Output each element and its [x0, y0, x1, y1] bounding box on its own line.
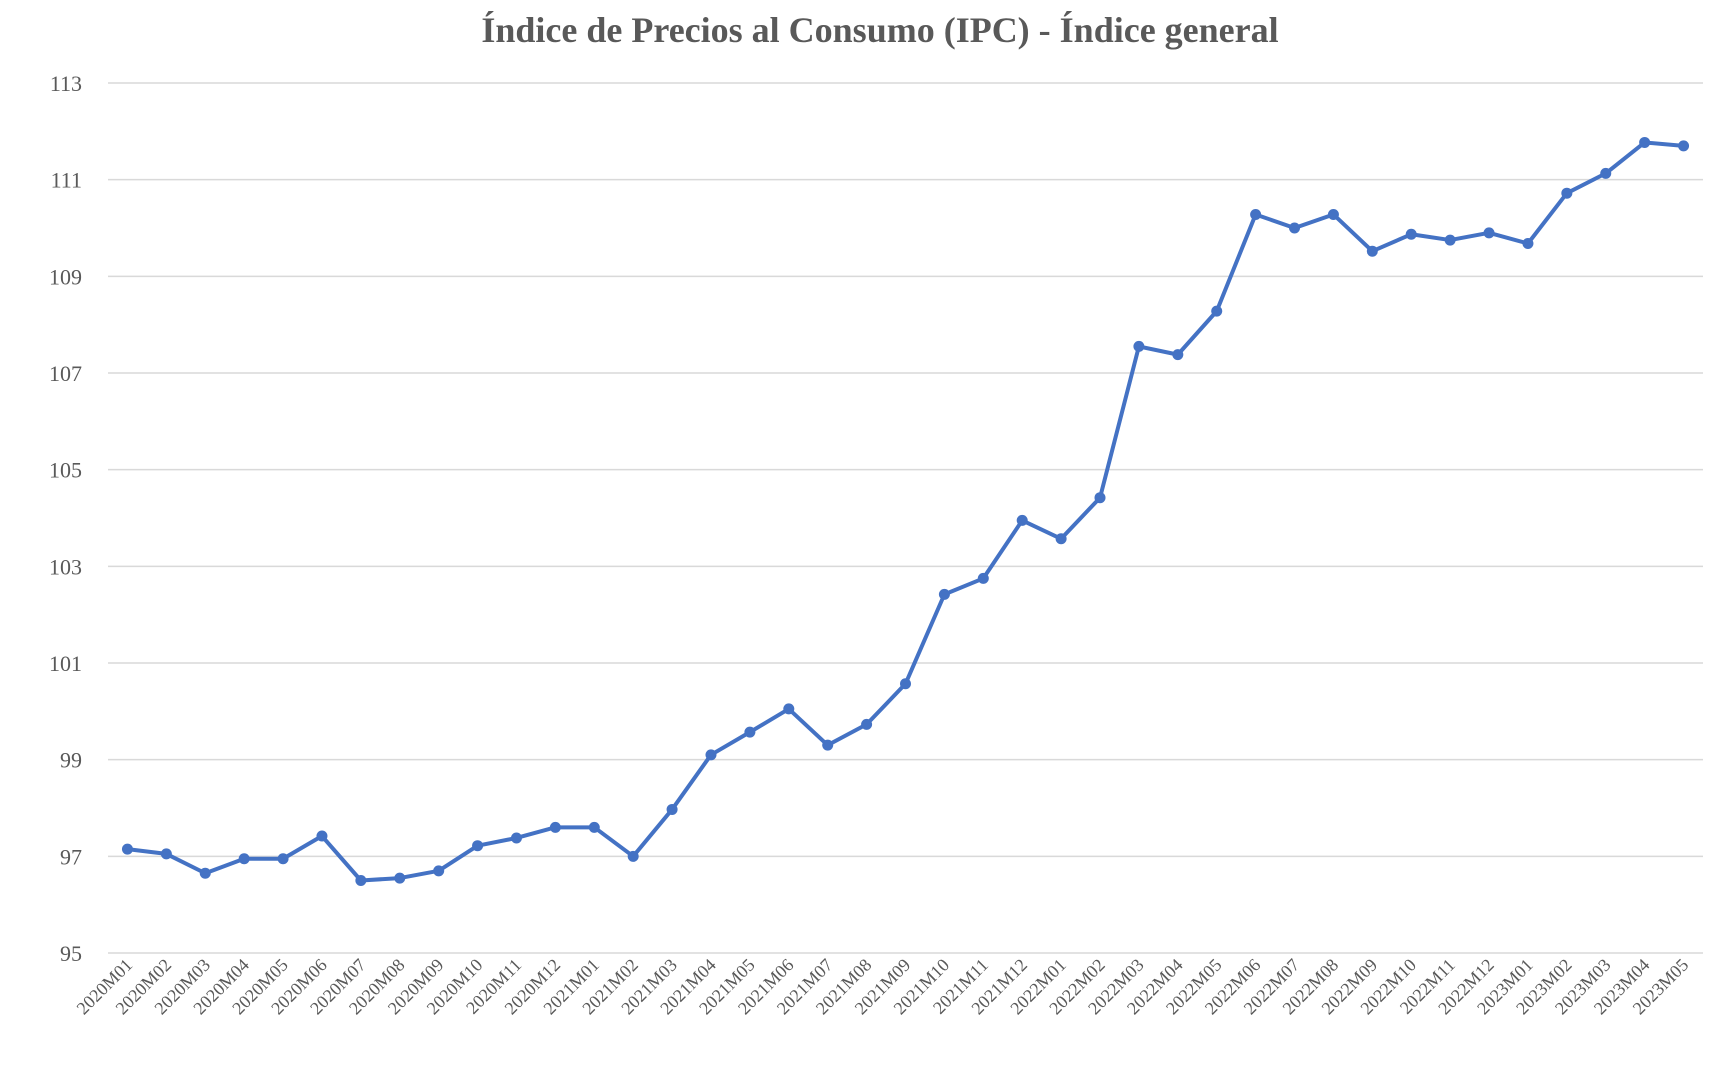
data-point — [1483, 227, 1495, 239]
data-point — [627, 850, 639, 862]
data-point — [160, 848, 172, 860]
data-point — [1639, 136, 1651, 148]
data-point — [861, 718, 873, 730]
data-point — [433, 865, 445, 877]
data-point — [938, 588, 950, 600]
y-tick-label: 109 — [49, 264, 82, 289]
data-point — [1561, 187, 1573, 199]
y-tick-label: 95 — [60, 941, 82, 966]
data-point — [1211, 305, 1223, 317]
data-point — [199, 867, 211, 879]
y-tick-label: 107 — [49, 361, 82, 386]
data-point — [394, 872, 406, 884]
data-point — [1600, 167, 1612, 179]
y-axis-ticks: 95 97 99 101 103 105 107 109 111 113 — [49, 71, 82, 966]
data-point — [1172, 349, 1184, 361]
data-point — [1444, 234, 1456, 246]
y-tick-label: 97 — [60, 844, 82, 869]
data-point — [277, 853, 289, 865]
data-point — [355, 875, 367, 886]
data-point — [1016, 514, 1028, 526]
data-point — [977, 572, 989, 584]
data-points — [121, 136, 1690, 886]
data-point — [1327, 208, 1339, 220]
data-point — [510, 832, 522, 844]
data-point — [783, 703, 795, 715]
data-point — [238, 853, 250, 865]
data-point — [316, 830, 328, 842]
data-point — [1250, 208, 1262, 220]
data-point — [588, 821, 600, 833]
x-axis-ticks: 2020M012020M022020M032020M042020M052020M… — [73, 955, 1693, 1019]
data-point — [666, 803, 678, 815]
data-point — [1678, 140, 1690, 152]
y-tick-label: 99 — [60, 748, 82, 773]
data-point — [1366, 245, 1378, 257]
data-point — [1055, 533, 1067, 545]
data-point — [1133, 340, 1145, 352]
y-tick-label: 105 — [49, 458, 82, 483]
data-point — [1522, 237, 1534, 249]
data-point — [822, 739, 834, 751]
data-point — [121, 843, 133, 855]
y-tick-label: 113 — [50, 71, 82, 96]
series-line — [125, 140, 1686, 883]
data-point — [472, 840, 484, 852]
y-tick-label: 103 — [49, 554, 82, 579]
gridlines — [108, 82, 1703, 954]
data-point — [1094, 492, 1106, 504]
data-point — [1405, 228, 1417, 240]
y-tick-label: 101 — [49, 651, 82, 676]
data-point — [1289, 222, 1301, 234]
data-point — [705, 749, 717, 761]
chart-title: Índice de Precios al Consumo (IPC) - Índ… — [481, 10, 1278, 50]
y-tick-label: 111 — [51, 168, 82, 193]
data-point — [744, 726, 756, 738]
data-point — [549, 821, 561, 833]
data-point — [900, 678, 911, 690]
